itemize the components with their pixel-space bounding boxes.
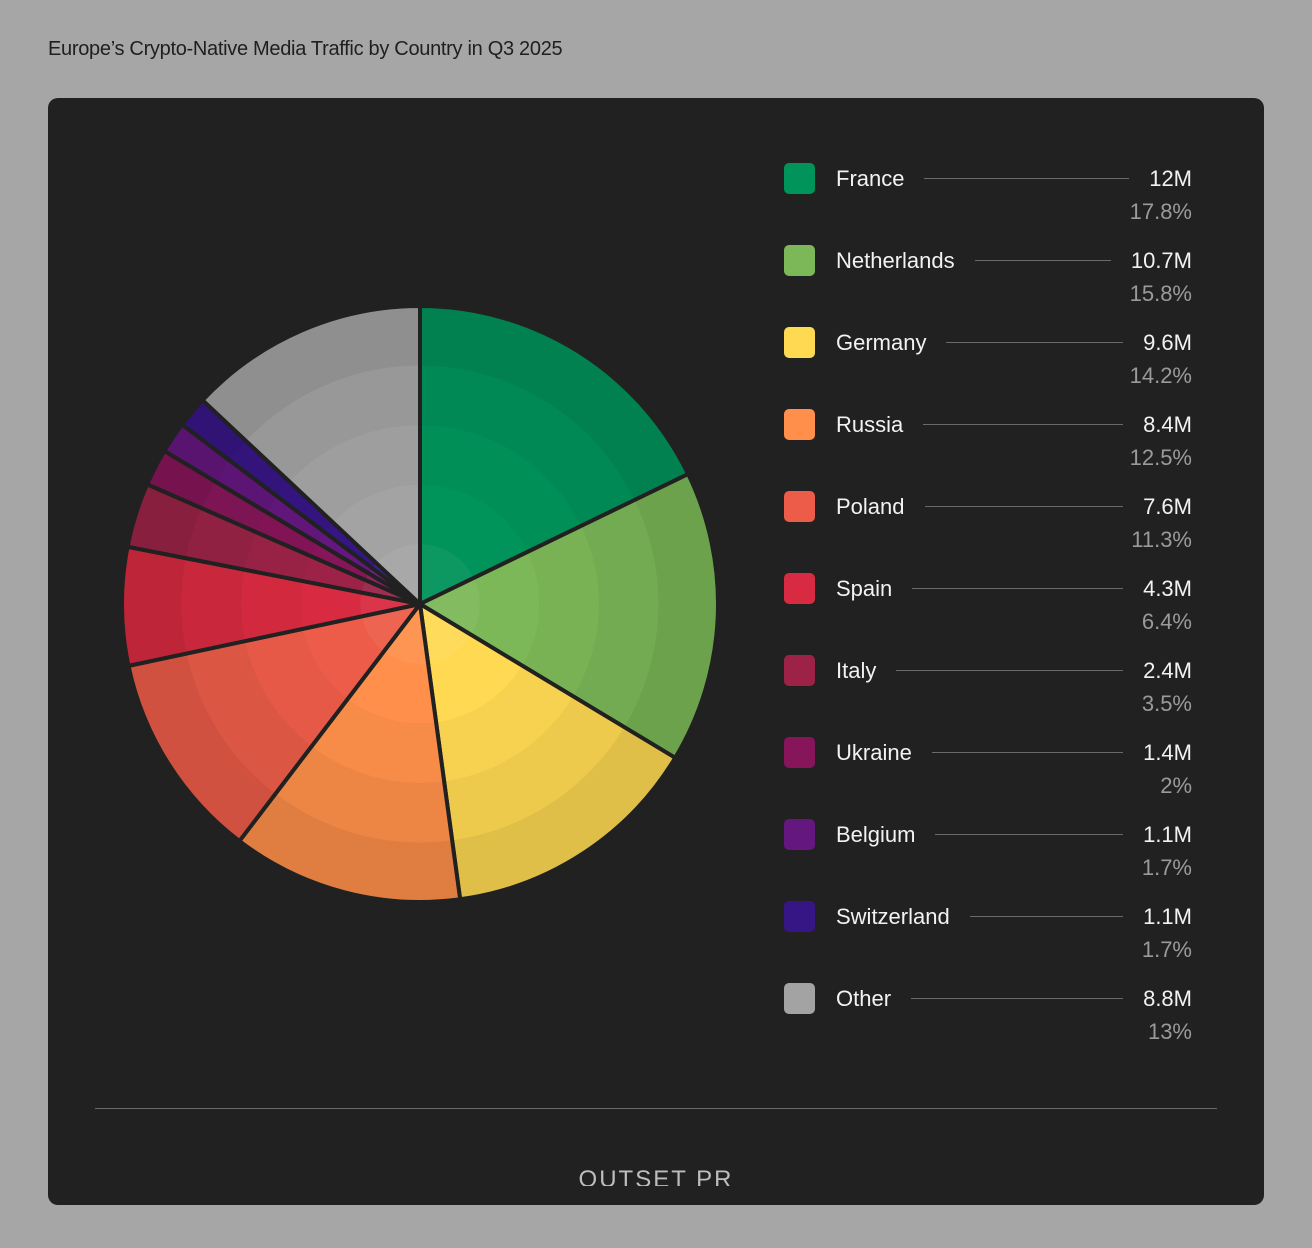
leader-line [864, 752, 1132, 753]
legend-label: Belgium [836, 822, 936, 848]
legend-value: 9.6M [1123, 330, 1192, 356]
legend-swatch [784, 491, 815, 522]
leader-line [864, 588, 1132, 589]
legend-swatch [784, 819, 815, 850]
leader-line [864, 670, 1132, 671]
leader-line [864, 178, 1132, 179]
pie-slice-spain [120, 544, 422, 668]
legend-percent: 15.8% [1129, 281, 1192, 306]
legend-item: Spain 4.3M 6.4% [784, 572, 1192, 654]
legend-label: Ukraine [836, 740, 932, 766]
legend-item: Germany 9.6M 14.2% [784, 326, 1192, 408]
pie-slice-netherlands [418, 472, 720, 760]
legend-percent: 17.8% [1129, 199, 1192, 224]
legend-value: 12M [1129, 166, 1192, 192]
legend-label: Italy [836, 658, 897, 684]
legend-label: Russia [836, 412, 924, 438]
legend-percent: 13% [1147, 1019, 1192, 1044]
legend-percent: 3.5% [1141, 691, 1192, 716]
legend-label: France [836, 166, 925, 192]
legend-item: Other 8.8M 13% [784, 982, 1192, 1064]
legend-item: Italy 2.4M 3.5% [784, 654, 1192, 736]
legend-percent: 2% [1160, 773, 1192, 798]
legend-label: Netherlands [836, 248, 975, 274]
legend-swatch [784, 409, 815, 440]
divider [95, 1108, 1217, 1109]
legend-swatch [784, 573, 815, 604]
legend-label: Other [836, 986, 912, 1012]
legend-item: Switzerland 1.1M 1.7% [784, 900, 1192, 982]
legend-value: 7.6M [1123, 494, 1192, 520]
legend-swatch [784, 655, 815, 686]
pie-slice-russia [237, 602, 463, 904]
legend-label: Poland [836, 494, 925, 520]
chart-title: Europe’s Crypto-Native Media Traffic by … [48, 38, 563, 60]
pie-slice-poland [126, 602, 422, 844]
legend-item: Belgium 1.1M 1.7% [784, 818, 1192, 900]
pie-chart [120, 304, 720, 904]
legend-value: 10.7M [1110, 248, 1192, 274]
legend-value: 8.4M [1123, 412, 1192, 438]
legend-item: Netherlands 10.7M 15.8% [784, 244, 1192, 326]
legend-label: Switzerland [836, 904, 970, 930]
legend-percent: 14.2% [1129, 363, 1192, 388]
leader-line [864, 506, 1132, 507]
legend-percent: 1.7% [1141, 937, 1192, 962]
pie-slice-germany [418, 602, 678, 902]
leader-line [864, 342, 1132, 343]
legend-item: Poland 7.6M 11.3% [784, 490, 1192, 572]
pie-slice-other [200, 304, 422, 606]
legend-percent: 11.3% [1131, 527, 1192, 552]
legend-swatch [784, 901, 815, 932]
brand-logo: OUTSET PR [578, 1166, 734, 1186]
chart-card: France 12M 17.8% Netherlands 10.7M 15.8%… [48, 98, 1264, 1205]
legend-item: France 12M 17.8% [784, 162, 1192, 244]
leader-line [864, 916, 1132, 917]
leader-line [864, 998, 1132, 999]
pie-slice-france [418, 304, 691, 606]
legend-label: Germany [836, 330, 947, 356]
leader-line [864, 834, 1132, 835]
leader-line [864, 424, 1132, 425]
legend-swatch [784, 327, 815, 358]
legend-swatch [784, 983, 815, 1014]
legend-value: 1.1M [1123, 904, 1192, 930]
legend-item: Ukraine 1.4M 2% [784, 736, 1192, 818]
legend-value: 4.3M [1123, 576, 1192, 602]
legend-swatch [784, 163, 815, 194]
legend-swatch [784, 245, 815, 276]
legend-label: Spain [836, 576, 913, 602]
leader-line [864, 260, 1132, 261]
legend-item: Russia 8.4M 12.5% [784, 408, 1192, 490]
legend-value: 2.4M [1123, 658, 1192, 684]
legend-value: 8.8M [1123, 986, 1192, 1012]
legend: France 12M 17.8% Netherlands 10.7M 15.8%… [784, 162, 1192, 1064]
legend-percent: 12.5% [1129, 445, 1192, 470]
legend-swatch [784, 737, 815, 768]
legend-value: 1.4M [1123, 740, 1192, 766]
legend-value: 1.1M [1123, 822, 1192, 848]
legend-percent: 6.4% [1141, 609, 1192, 634]
legend-percent: 1.7% [1141, 855, 1192, 880]
